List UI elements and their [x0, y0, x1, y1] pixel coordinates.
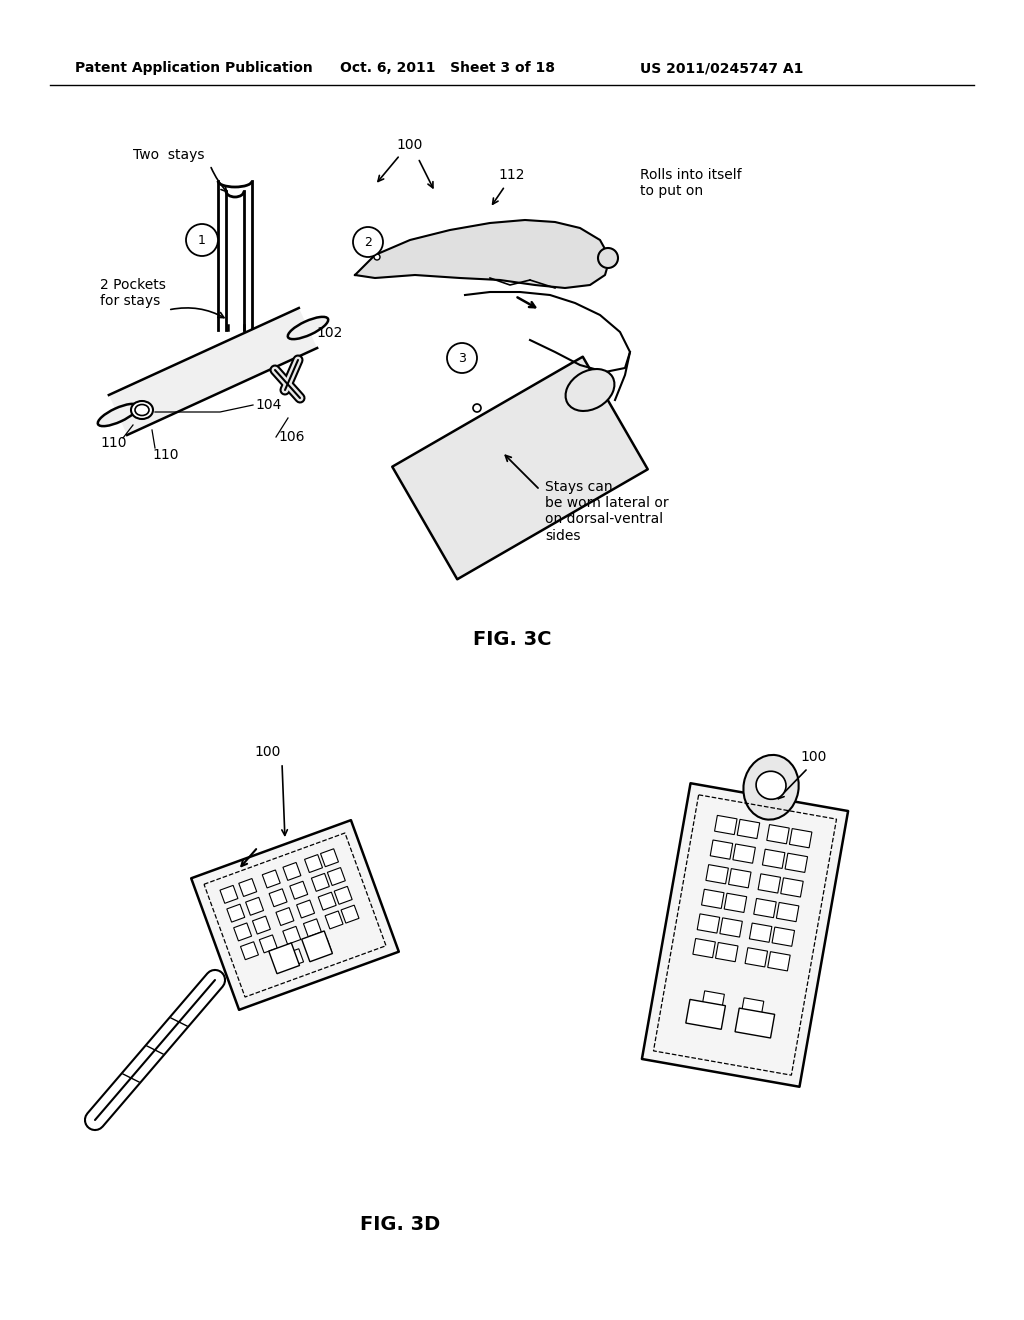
Polygon shape [772, 927, 795, 946]
Polygon shape [341, 906, 359, 923]
Text: 112: 112 [498, 168, 524, 182]
Polygon shape [318, 892, 336, 909]
Polygon shape [741, 998, 764, 1016]
Polygon shape [706, 865, 728, 884]
Text: 106: 106 [278, 430, 304, 444]
Polygon shape [642, 783, 848, 1086]
Polygon shape [303, 919, 322, 937]
Polygon shape [253, 916, 270, 935]
Polygon shape [283, 862, 301, 880]
Polygon shape [720, 917, 742, 937]
Polygon shape [776, 903, 799, 921]
Polygon shape [286, 949, 303, 966]
Text: 2 Pockets
for stays: 2 Pockets for stays [100, 279, 166, 308]
Polygon shape [191, 820, 398, 1010]
Polygon shape [768, 952, 791, 972]
Polygon shape [302, 931, 333, 962]
Text: 100: 100 [397, 139, 423, 152]
Polygon shape [233, 923, 252, 941]
Ellipse shape [565, 370, 614, 411]
Circle shape [473, 404, 481, 412]
Polygon shape [785, 853, 808, 873]
Text: 110: 110 [152, 447, 178, 462]
Polygon shape [745, 948, 768, 968]
Text: Stays can
be worn lateral or
on dorsal-ventral
sides: Stays can be worn lateral or on dorsal-v… [545, 480, 669, 543]
Polygon shape [275, 908, 294, 925]
Text: Oct. 6, 2011   Sheet 3 of 18: Oct. 6, 2011 Sheet 3 of 18 [340, 61, 555, 75]
Polygon shape [290, 882, 308, 899]
Polygon shape [711, 840, 733, 859]
Polygon shape [325, 911, 343, 929]
Ellipse shape [135, 404, 150, 416]
Polygon shape [269, 888, 287, 907]
Polygon shape [715, 816, 737, 834]
Polygon shape [735, 1008, 775, 1038]
Polygon shape [227, 904, 245, 923]
Polygon shape [728, 869, 751, 888]
Ellipse shape [743, 755, 799, 820]
Text: Two  stays: Two stays [133, 148, 205, 162]
Polygon shape [334, 886, 352, 904]
Text: 100: 100 [800, 750, 826, 764]
Polygon shape [790, 829, 812, 847]
Polygon shape [355, 220, 610, 288]
Polygon shape [304, 854, 323, 873]
Polygon shape [701, 991, 724, 1010]
Polygon shape [763, 849, 785, 869]
Text: 1: 1 [198, 234, 206, 247]
Text: 102: 102 [316, 326, 342, 341]
Polygon shape [311, 874, 330, 891]
Polygon shape [321, 849, 339, 867]
Text: 100: 100 [255, 744, 282, 759]
Polygon shape [701, 890, 724, 908]
Polygon shape [733, 843, 756, 863]
Polygon shape [283, 927, 301, 944]
Text: 3: 3 [458, 351, 466, 364]
Text: 110: 110 [100, 436, 127, 450]
Circle shape [353, 227, 383, 257]
Polygon shape [686, 999, 725, 1030]
Polygon shape [737, 820, 760, 838]
Circle shape [374, 253, 380, 260]
Polygon shape [697, 913, 720, 933]
Polygon shape [780, 878, 803, 898]
Polygon shape [767, 825, 790, 843]
Polygon shape [750, 923, 772, 942]
Polygon shape [262, 870, 281, 888]
Polygon shape [220, 886, 238, 903]
Polygon shape [268, 942, 300, 974]
Text: FIG. 3D: FIG. 3D [359, 1214, 440, 1234]
Polygon shape [328, 867, 345, 886]
Polygon shape [716, 942, 738, 962]
Polygon shape [693, 939, 716, 958]
Ellipse shape [288, 317, 329, 339]
Ellipse shape [131, 401, 153, 418]
Text: Patent Application Publication: Patent Application Publication [75, 61, 312, 75]
Polygon shape [239, 879, 257, 896]
Text: 104: 104 [255, 399, 282, 412]
Polygon shape [109, 308, 317, 436]
Ellipse shape [598, 248, 618, 268]
Text: FIG. 3C: FIG. 3C [473, 630, 551, 649]
Polygon shape [724, 894, 746, 912]
Polygon shape [297, 900, 314, 917]
Circle shape [447, 343, 477, 374]
Polygon shape [758, 874, 780, 894]
Polygon shape [246, 898, 263, 915]
Polygon shape [754, 899, 776, 917]
Polygon shape [313, 939, 332, 957]
Text: Rolls into itself
to put on: Rolls into itself to put on [640, 168, 741, 198]
Text: US 2011/0245747 A1: US 2011/0245747 A1 [640, 61, 804, 75]
Text: 2: 2 [365, 235, 372, 248]
Ellipse shape [97, 404, 138, 426]
Polygon shape [392, 356, 648, 579]
Polygon shape [259, 935, 278, 953]
Polygon shape [241, 941, 258, 960]
Circle shape [186, 224, 218, 256]
Ellipse shape [756, 771, 786, 800]
